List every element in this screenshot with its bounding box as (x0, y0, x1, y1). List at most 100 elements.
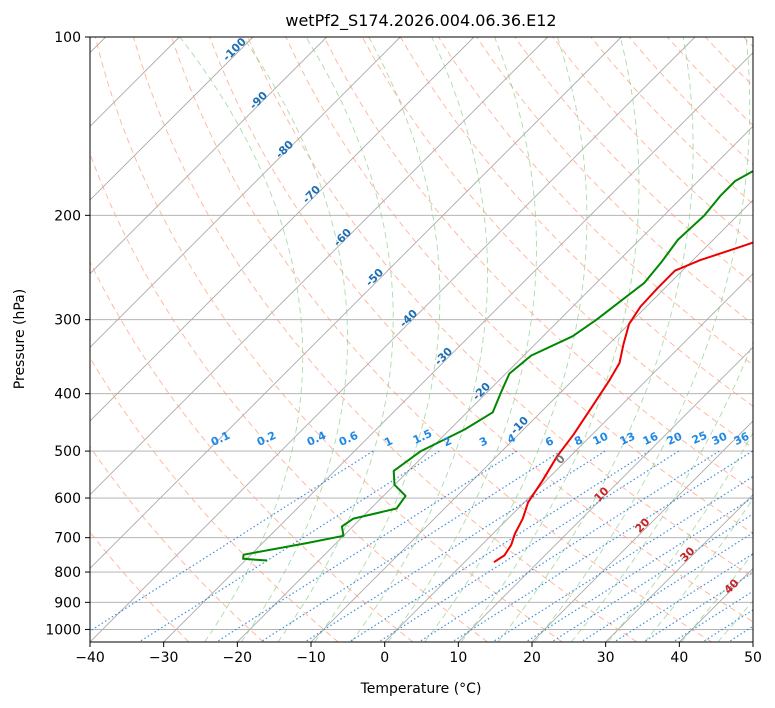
isotherm-label: -80 (273, 138, 296, 161)
isotherm-label: -20 (470, 380, 493, 403)
x-tick-label: 10 (449, 650, 467, 666)
isotherm-line (752, 641, 753, 642)
moist-adiabat-line (680, 552, 753, 642)
isotherm-label: 30 (678, 544, 698, 564)
x-axis-ticks: −40 −30 −20 −10 0 10 20 30 40 50 (75, 642, 762, 666)
mixing-ratio-line (260, 450, 562, 642)
mixing-ratio-label: 0.6 (337, 429, 360, 449)
isotherm-line (90, 37, 696, 642)
y-tick-label: 700 (54, 531, 81, 547)
isotherm-line (90, 37, 401, 348)
profile-lines (242, 169, 753, 564)
isotherm-line (163, 52, 753, 642)
mixing-ratio-line (216, 450, 517, 642)
background-lines (90, 37, 753, 642)
dry-adiabat-line (90, 152, 488, 642)
isotherm-label: -40 (397, 307, 420, 330)
dry-adiabat-line (476, 37, 753, 325)
moist-adiabat-line (534, 37, 751, 642)
mixing-ratio-line (348, 450, 650, 642)
isotherm-line (310, 199, 753, 642)
y-tick-label: 200 (54, 208, 81, 224)
isotherm-label: -90 (247, 89, 270, 112)
x-tick-label: 0 (380, 650, 389, 666)
dry-adiabat-line (90, 261, 414, 642)
moist-adiabat-line (179, 37, 304, 642)
dry-adiabat-line (285, 37, 753, 535)
mixing-ratio-label: 0.1 (209, 429, 232, 449)
dry-adiabat-line (171, 37, 712, 642)
x-tick-label: −40 (75, 650, 105, 666)
dry-adiabat-line (438, 37, 753, 366)
plot-frame (89, 36, 754, 643)
mixing-ratio-label: 6 (543, 434, 556, 449)
y-axis-ticks: 100 200 300 400 500 600 700 800 900 1000 (45, 30, 90, 638)
x-tick-label: 50 (744, 650, 762, 666)
mixing-ratio-line (551, 513, 753, 642)
isotherm-label: -60 (331, 226, 354, 249)
isotherm-label: 10 (592, 484, 612, 504)
mixing-ratio-line (418, 450, 720, 642)
mixing-ratio-line (304, 450, 606, 642)
y-tick-label: 900 (54, 595, 81, 611)
isotherm-label: 0 (553, 452, 568, 467)
mixing-ratio-label: 10 (591, 430, 611, 448)
y-tick-label: 400 (54, 387, 81, 403)
dry-adiabat-line (514, 37, 753, 285)
dry-adiabat-line (132, 37, 638, 642)
moist-adiabat-line (497, 37, 694, 642)
y-tick-label: 1000 (45, 622, 81, 638)
x-tick-label: −10 (296, 650, 326, 666)
dry-adiabat-line (247, 37, 753, 578)
mixing-ratio-label: 36 (732, 430, 752, 448)
dry-adiabat-line (209, 37, 753, 623)
mixing-ratio-line (138, 450, 440, 642)
overlay-labels: -100-90-80-70-60-50-40-30-20-10010203040… (209, 35, 752, 597)
mixing-ratio-label: 13 (618, 430, 637, 448)
moist-adiabat-line (240, 37, 348, 642)
mixing-ratio-label: 0.2 (255, 429, 278, 449)
moist-adiabat-line (387, 37, 537, 642)
mixing-ratio-line (525, 496, 753, 642)
dry-adiabat-line (90, 531, 190, 642)
moist-adiabat-line (424, 37, 588, 642)
mixing-ratio-line (728, 625, 753, 642)
dry-adiabat-line (552, 37, 753, 245)
isotherm-line (237, 125, 753, 642)
isotherm-line (90, 37, 548, 496)
mixing-ratio-label: 30 (710, 430, 730, 448)
y-axis-label: Pressure (hPa) (12, 289, 28, 389)
isotherm-label: 40 (722, 576, 742, 596)
x-tick-label: 40 (670, 650, 688, 666)
isotherm-label: -50 (363, 266, 386, 289)
x-tick-label: 20 (523, 650, 541, 666)
x-tick-label: 30 (597, 650, 615, 666)
mixing-ratio-line (378, 450, 680, 642)
moist-adiabat-line (314, 37, 441, 642)
plot-area (90, 37, 753, 642)
y-tick-label: 100 (54, 30, 81, 46)
y-tick-label: 800 (54, 565, 81, 581)
dry-adiabat-line (90, 446, 264, 642)
isotherm-line (90, 37, 475, 422)
mixing-ratio-label: 1 (382, 434, 394, 449)
mixing-ratio-label: 0.4 (305, 429, 328, 449)
moist-adiabat-line (277, 37, 394, 642)
mixing-ratio-line (451, 450, 753, 642)
moist-adiabat-line (717, 599, 753, 642)
isotherm-line (458, 346, 753, 642)
temperature-profile-line (493, 241, 753, 564)
moist-adiabat-line (350, 37, 488, 642)
mixing-ratio-line (90, 450, 374, 632)
moist-adiabat-line (570, 341, 753, 642)
isotherm-label: -30 (432, 345, 455, 368)
x-tick-label: −20 (223, 650, 253, 666)
x-axis-label: Temperature (°C) (360, 681, 482, 697)
isotherm-label: -70 (300, 183, 323, 206)
dewpoint-profile-line (242, 169, 753, 562)
mixing-ratio-line (492, 475, 753, 642)
isotherm-line (605, 494, 753, 642)
isotherm-label: 20 (633, 515, 653, 535)
moist-adiabat-line (644, 497, 753, 642)
